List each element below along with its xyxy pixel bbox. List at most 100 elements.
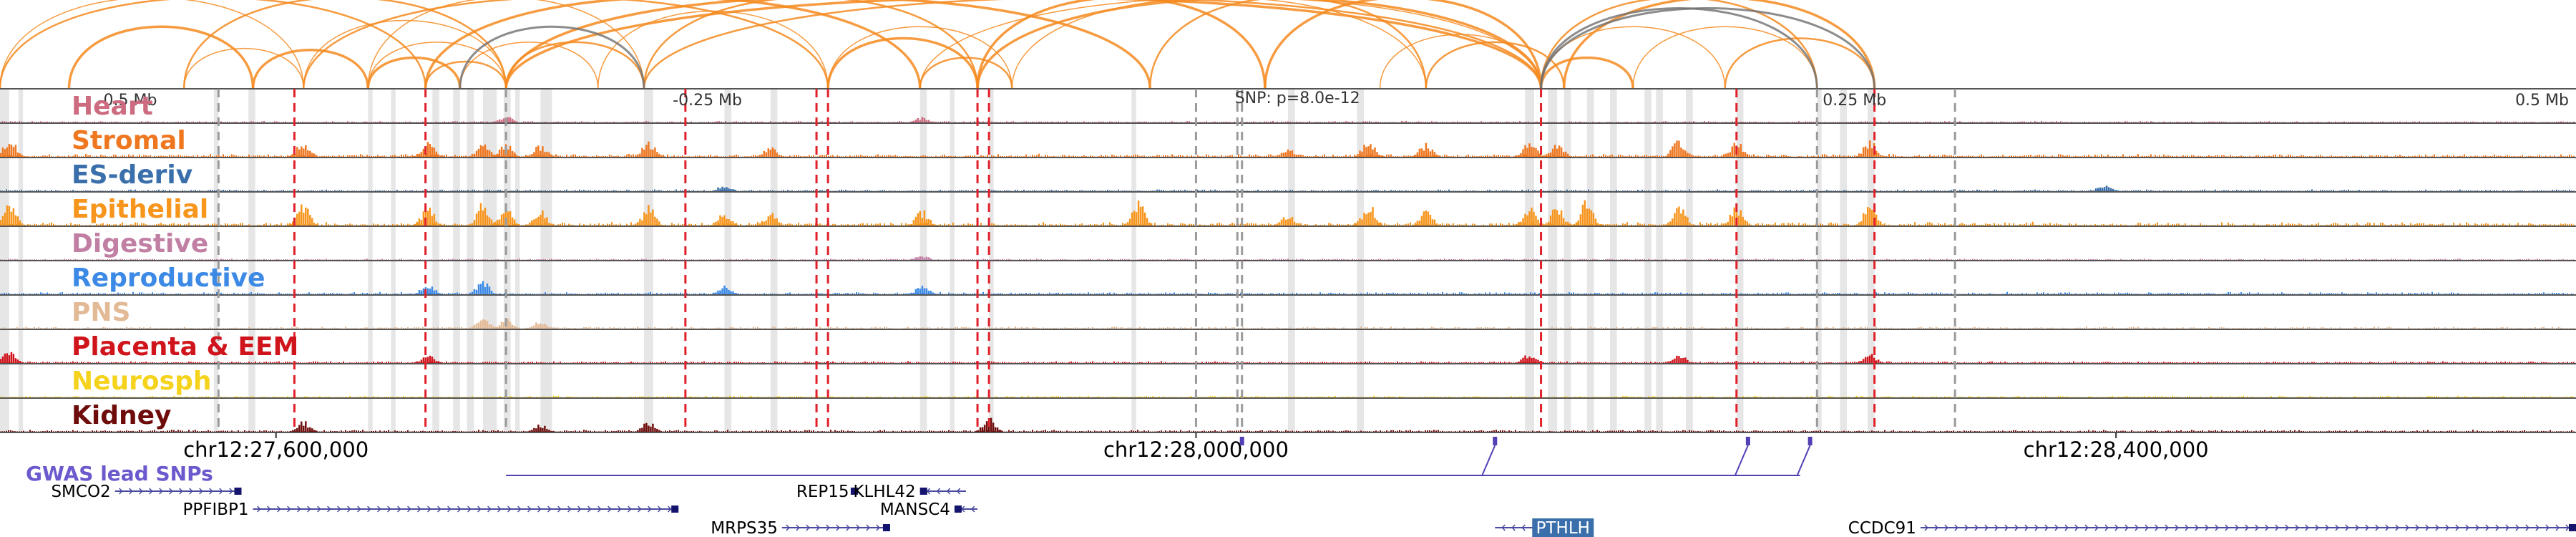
strand-chevron: [2205, 524, 2209, 531]
signal-peak: [529, 425, 555, 432]
gwas-track-label: GWAS lead SNPs: [26, 462, 213, 485]
gwas-snp-connector: [1796, 445, 1811, 476]
chromatin-loop-arc: [827, 26, 1013, 90]
chromatin-loop-arc: [919, 57, 1013, 90]
gwas-snp-marker: [1493, 437, 1498, 445]
gene-label: PTHLH: [1536, 519, 1590, 537]
distance-marker-label: 0.25 Mb: [1823, 92, 1886, 110]
chromatin-loop-arc: [1264, 0, 1543, 90]
strand-chevron: [297, 505, 301, 513]
strand-chevron: [2014, 524, 2019, 531]
track-noise: [0, 291, 2575, 294]
strand-chevron: [946, 488, 951, 495]
signal-peak: [288, 204, 318, 226]
signal-peak: [2092, 185, 2119, 191]
strand-chevron: [2064, 524, 2069, 531]
strand-chevron: [876, 524, 880, 531]
chromatin-loop-arc: [424, 0, 922, 90]
strand-chevron: [866, 524, 870, 531]
strand-chevron: [547, 505, 552, 513]
gene-exon: [919, 488, 927, 495]
signal-peak: [756, 147, 785, 157]
strand-chevron: [2415, 524, 2419, 531]
strand-chevron: [357, 505, 361, 513]
chromatin-loop-arc: [0, 0, 305, 90]
strand-chevron: [608, 505, 612, 513]
gwas-snp-connector: [1481, 445, 1496, 476]
gene-label: PPFIBP1: [183, 500, 249, 519]
strand-chevron: [587, 505, 592, 513]
strand-chevron: [2305, 524, 2309, 531]
signal-track: [0, 185, 2576, 193]
strand-chevron: [317, 505, 321, 513]
strand-chevron: [367, 505, 371, 513]
strand-chevron: [2425, 524, 2429, 531]
signal-peak: [1122, 200, 1153, 226]
gwas-snp-marker: [1239, 437, 1244, 445]
chromatin-loop-arc: [1632, 26, 1818, 90]
strand-chevron: [2104, 524, 2109, 531]
strand-chevron: [159, 488, 163, 495]
strand-chevron: [377, 505, 381, 513]
signal-peak: [527, 145, 555, 157]
chromatin-loop-arc: [1148, 0, 1428, 90]
marker-lines-layer: [217, 89, 1956, 432]
strand-chevron: [1924, 524, 1928, 531]
strand-chevron: [2445, 524, 2449, 531]
strand-chevron: [2455, 524, 2459, 531]
chromatin-loop-arc: [183, 47, 305, 90]
strand-chevron: [387, 505, 391, 513]
strand-chevron: [2024, 524, 2029, 531]
gene-label: MANSC4: [880, 500, 950, 519]
strand-chevron: [2034, 524, 2039, 531]
signal-peak: [489, 206, 520, 226]
gwas-snp-connector: [1734, 445, 1749, 476]
strand-chevron: [2495, 524, 2499, 531]
strand-chevron: [189, 488, 193, 495]
strand-chevron: [119, 488, 123, 495]
gwas-layer: GWAS lead SNPs: [26, 437, 1813, 485]
strand-chevron: [2114, 524, 2119, 531]
signal-peak: [908, 210, 939, 226]
strand-chevron: [2345, 524, 2349, 531]
track-label: Placenta & EEM: [72, 332, 298, 362]
strand-chevron: [149, 488, 153, 495]
gene-exon: [234, 488, 242, 495]
signal-peak: [469, 281, 497, 294]
signal-peak: [1665, 140, 1693, 157]
strand-chevron: [2245, 524, 2249, 531]
strand-chevron: [2395, 524, 2399, 531]
strand-chevron: [2565, 524, 2570, 531]
strand-chevron: [1501, 524, 1506, 531]
strand-chevron: [517, 505, 522, 513]
gene-model: PTHLH: [1495, 518, 1594, 537]
strand-chevron: [2215, 524, 2219, 531]
distance-marker-label: -0.25 Mb: [673, 92, 742, 110]
signal-peak: [527, 322, 555, 329]
track-label: Heart: [72, 92, 153, 121]
chromatin-loop-arc: [0, 0, 426, 90]
gene-model: PPFIBP1: [183, 500, 679, 519]
strand-chevron: [497, 505, 502, 513]
signal-peak: [1541, 209, 1574, 226]
strand-chevron: [209, 488, 213, 495]
strand-chevron: [638, 505, 642, 513]
strand-chevron: [1994, 524, 1999, 531]
signal-peak: [0, 205, 26, 226]
chromatin-loop-arc: [67, 25, 255, 90]
strand-chevron: [457, 505, 462, 513]
signal-peak: [713, 285, 738, 294]
signal-track: [0, 319, 2576, 330]
strand-chevron: [447, 505, 452, 513]
signal-peak: [1513, 207, 1546, 226]
gene-label: MRPS35: [711, 519, 778, 537]
strand-chevron: [139, 488, 143, 495]
strand-chevron: [2505, 524, 2509, 531]
gene-exon: [954, 505, 962, 513]
strand-chevron: [2124, 524, 2129, 531]
strand-chevron: [846, 524, 850, 531]
track-noise: [0, 221, 2575, 226]
strand-chevron: [668, 505, 672, 513]
